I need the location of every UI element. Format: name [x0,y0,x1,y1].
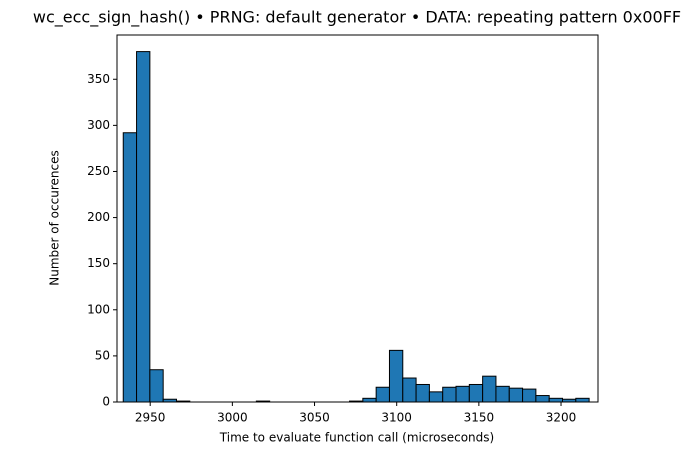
y-tick-label: 250 [87,164,110,178]
bar [442,386,457,403]
y-tick-label: 300 [87,118,110,132]
y-axis-label: Number of occurences [48,150,62,285]
y-tick-label: 200 [87,210,110,224]
x-tick-label: 3100 [381,411,412,425]
bar [402,377,417,403]
x-axis-label: Time to evaluate function call (microsec… [219,431,494,445]
bar [508,387,524,403]
bar [136,51,151,403]
bar [375,386,390,403]
x-tick-label: 3200 [546,411,577,425]
x-tick-label: 2950 [135,411,166,425]
y-tick-label: 50 [95,348,110,362]
bar [388,349,404,403]
bar [575,397,590,403]
bar [482,375,497,403]
bar [362,397,377,403]
bar [495,385,510,403]
bar [455,385,470,403]
bar [548,397,564,403]
x-tick-label: 3000 [217,411,248,425]
y-tick-label: 0 [102,395,110,409]
bar [428,391,444,403]
bar [535,395,550,403]
chart-title: wc_ecc_sign_hash() • PRNG: default gener… [33,8,681,28]
y-tick-label: 100 [87,302,110,316]
axes-frame [116,34,599,403]
y-tick-label: 350 [87,72,110,86]
bar [149,369,164,403]
bar [122,132,138,403]
x-tick-label: 3150 [464,411,495,425]
bar [415,383,430,403]
x-tick-label: 3050 [299,411,330,425]
bar [468,383,484,403]
y-tick-label: 150 [87,256,110,270]
bar [522,388,537,403]
